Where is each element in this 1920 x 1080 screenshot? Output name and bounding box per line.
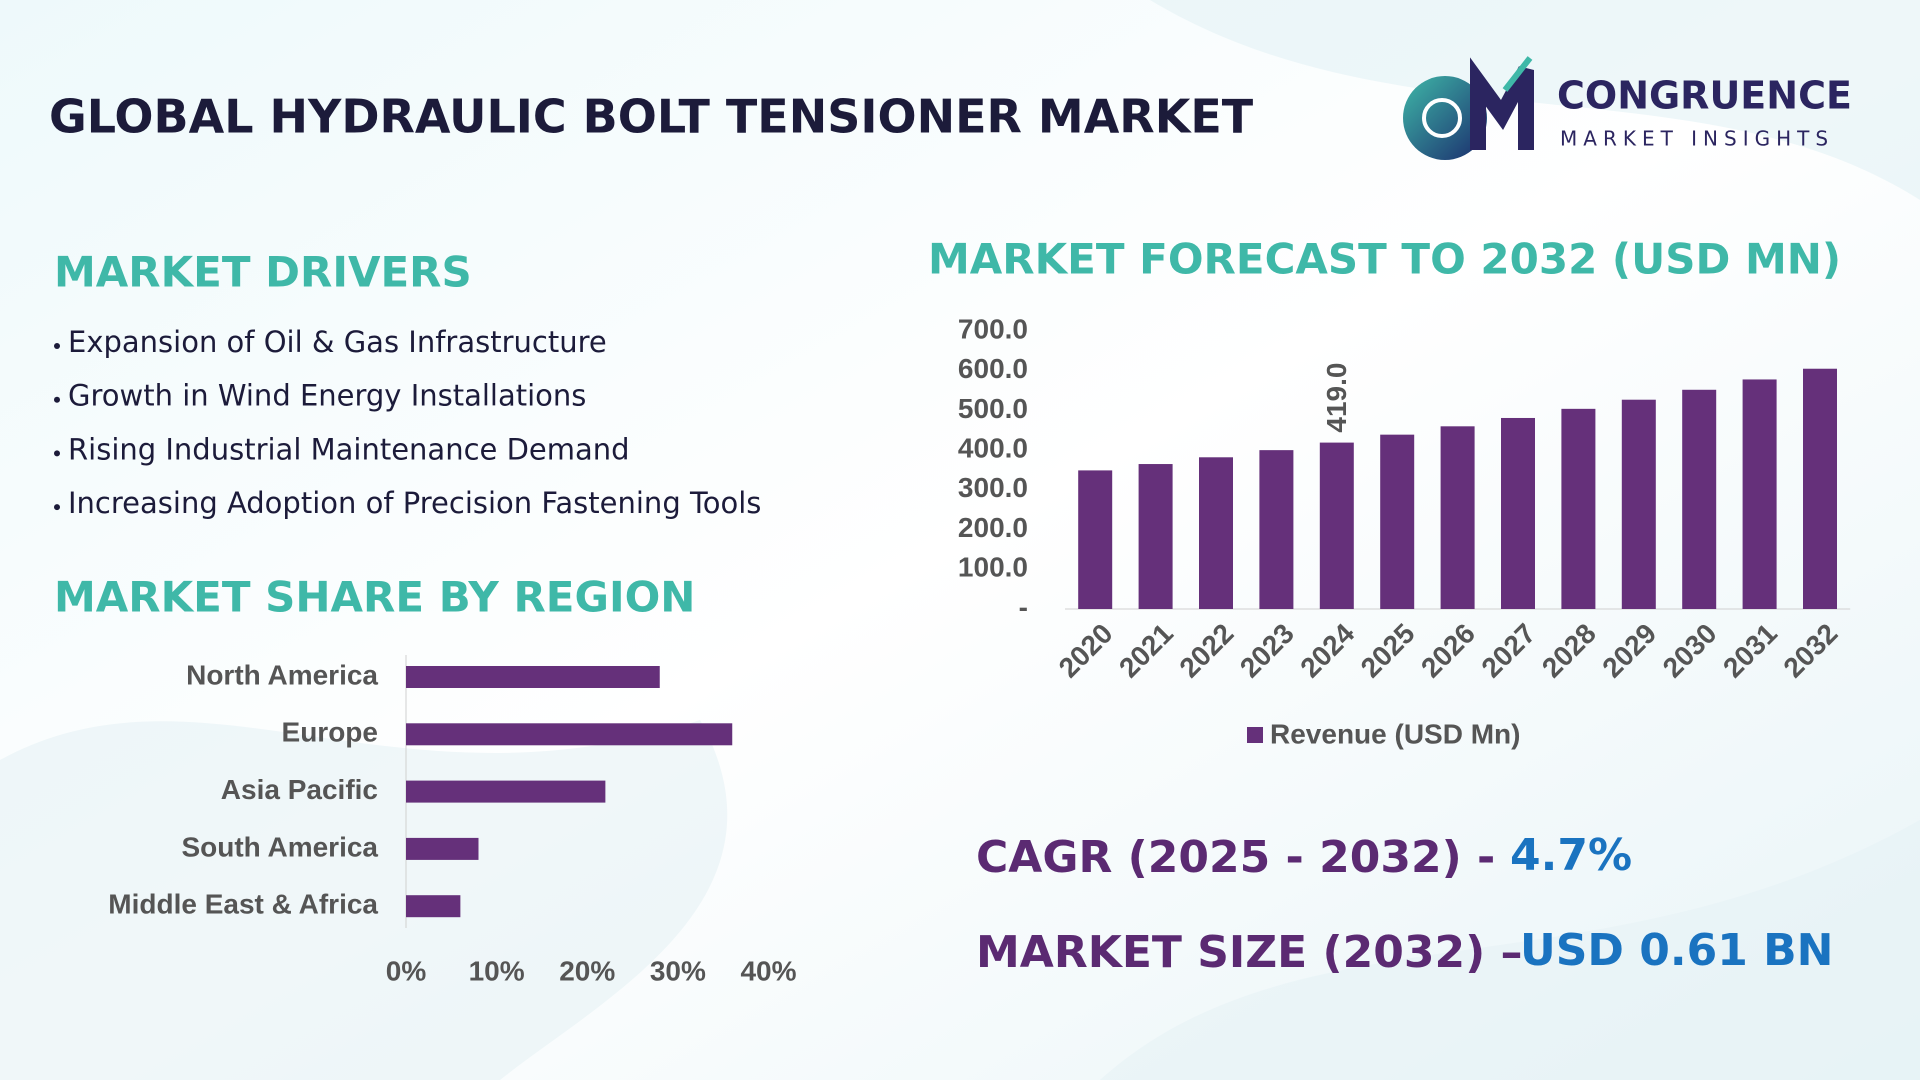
logo-arrow (1502, 56, 1533, 92)
y-tick-label: 200.0 (958, 512, 1028, 543)
y-tick-label: North America (186, 659, 378, 690)
x-tick-label: 30% (650, 955, 706, 986)
logo-m (1470, 57, 1534, 150)
bar (406, 666, 660, 688)
x-tick-label: 20% (559, 955, 615, 986)
bar (406, 723, 733, 746)
driver-list: Expansion of Oil & Gas Infrastructure Gro… (54, 325, 761, 520)
bar (1319, 442, 1354, 609)
bar (1803, 368, 1837, 609)
bar (1742, 379, 1777, 609)
decor (1150, 0, 1920, 200)
cagr-label: CAGR (2025 - 2032) - (976, 832, 1495, 883)
y-tick-label: Asia Pacific (221, 774, 378, 805)
market-size-value: USD 0.61 BN (1520, 925, 1834, 976)
bar (1199, 457, 1233, 609)
logo-mark (1403, 76, 1487, 160)
cagr-value: 4.7% (1510, 830, 1632, 881)
bar (1621, 399, 1656, 609)
y-tick-label: South America (181, 831, 378, 862)
bar (1259, 450, 1294, 609)
y-tick-label: Middle East & Africa (108, 889, 378, 920)
y-tick-label: 400.0 (958, 433, 1028, 464)
y-tick-label: 300.0 (958, 472, 1028, 503)
bar (1380, 434, 1415, 609)
bar (406, 837, 479, 860)
y-tick-label: - (1019, 591, 1028, 622)
bar (1138, 464, 1173, 609)
x-tick-label: 40% (740, 955, 796, 986)
y-tick-label: Europe (282, 717, 378, 748)
y-tick-label: 700.0 (958, 313, 1028, 344)
section-title: MARKET DRIVERS (54, 248, 472, 297)
driver-item: Expansion of Oil & Gas Infrastructure (68, 325, 607, 359)
legend-label: Revenue (USD Mn) (1270, 718, 1520, 749)
bar (1440, 426, 1475, 609)
bullet (54, 396, 60, 403)
logo-tagline: MARKET INSIGHTS (1560, 127, 1834, 151)
bar (1561, 408, 1596, 609)
logo-globe (1422, 98, 1462, 138)
bar (1682, 389, 1717, 609)
x-tick-label: 10% (469, 955, 525, 986)
bar (1078, 470, 1113, 609)
chart-title: MARKET FORECAST TO 2032 (USD MN) (928, 235, 1841, 284)
region-chart: 0% 10% 20% 30% 40% North America Europe Asia Pa… (108, 655, 797, 986)
bar (406, 895, 461, 918)
bar (1501, 417, 1535, 609)
market-size-label: MARKET SIZE (2032) – (976, 927, 1523, 978)
decor (0, 720, 728, 1080)
y-tick-label: 500.0 (958, 393, 1028, 424)
driver-item: Increasing Adoption of Precision Fasteni… (68, 486, 761, 520)
legend-swatch (1247, 727, 1263, 743)
value-label: 419.0 (1321, 363, 1352, 433)
chart-title: MARKET SHARE BY REGION (54, 573, 695, 622)
bullet (54, 504, 60, 511)
driver-item: Rising Industrial Maintenance Demand (68, 432, 630, 466)
y-tick-label: 600.0 (958, 353, 1028, 384)
logo-name: CONGRUENCE (1557, 74, 1852, 118)
page-title: GLOBAL HYDRAULIC BOLT TENSIONER MARKET (49, 90, 1254, 144)
decor (1100, 820, 1920, 1080)
bullet (54, 450, 60, 457)
bullet (54, 343, 60, 349)
x-tick-label: 0% (386, 955, 427, 986)
logo: CONGRUENCE MARKET INSIGHTS (1403, 56, 1852, 160)
driver-item: Growth in Wind Energy Installations (68, 379, 586, 413)
y-tick-label: 100.0 (958, 552, 1028, 583)
bar (406, 780, 606, 803)
